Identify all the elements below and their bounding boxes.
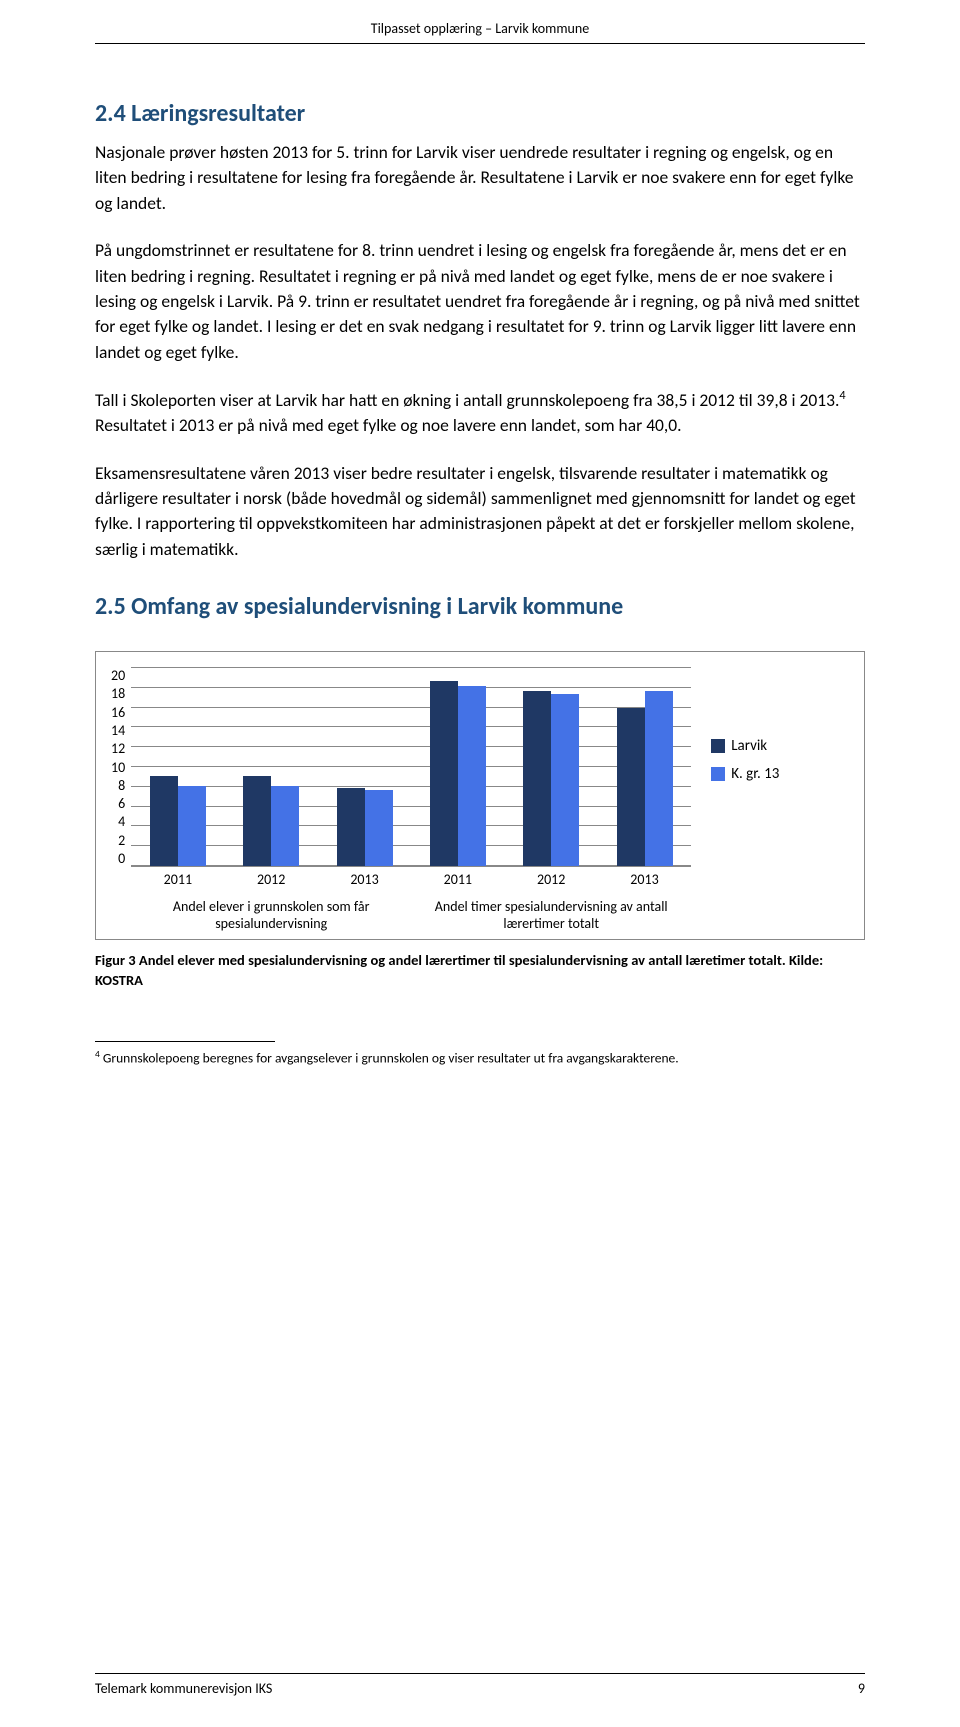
y-axis: 20181614121086420 <box>111 667 131 867</box>
legend-item: K. gr. 13 <box>711 765 779 783</box>
y-tick-label: 0 <box>118 850 125 867</box>
bar-larvik <box>617 708 645 866</box>
x-tick-label: 2013 <box>337 871 393 888</box>
page-footer: Telemark kommunerevisjon IKS 9 <box>95 1673 865 1697</box>
bar-group <box>150 776 206 866</box>
bar-group <box>430 681 486 866</box>
bar-group <box>243 776 299 866</box>
x-tick-label: 2011 <box>430 871 486 888</box>
footnote: 4 Grunnskolepoeng beregnes for avgangsel… <box>95 1048 865 1068</box>
y-tick-label: 4 <box>118 813 125 830</box>
plot-area <box>131 667 691 867</box>
section-2-4-heading: 2.4 Læringsresultater <box>95 99 865 128</box>
category-label: Andel timer spesialundervisning av antal… <box>411 896 691 934</box>
bar-kgr13 <box>271 786 299 866</box>
footnote-separator <box>95 1041 275 1042</box>
bar-larvik <box>430 681 458 866</box>
body-paragraph: Tall i Skoleporten viser at Larvik har h… <box>95 387 865 439</box>
bar-kgr13 <box>365 790 393 866</box>
bar-kgr13 <box>551 694 579 866</box>
legend-label: Larvik <box>731 737 767 755</box>
body-paragraph: På ungdomstrinnet er resultatene for 8. … <box>95 238 865 365</box>
page-number: 9 <box>858 1680 865 1697</box>
body-text: Resultatet i 2013 er på nivå med eget fy… <box>95 414 682 436</box>
body-paragraph: Nasjonale prøver høsten 2013 for 5. trin… <box>95 140 865 216</box>
y-tick-label: 18 <box>111 685 125 702</box>
body-text: Tall i Skoleporten viser at Larvik har h… <box>95 389 839 411</box>
x-tick-label: 2013 <box>617 871 673 888</box>
bar-group <box>523 691 579 866</box>
legend-label: K. gr. 13 <box>731 765 779 783</box>
bar-larvik <box>243 776 271 866</box>
legend-item: Larvik <box>711 737 779 755</box>
x-tick-label: 2012 <box>523 871 579 888</box>
figure-caption: Figur 3 Andel elever med spesialundervis… <box>95 950 865 991</box>
bar-kgr13 <box>645 691 673 866</box>
category-label: Andel elever i grunnskolen som får spesi… <box>131 896 411 934</box>
bar-larvik <box>523 691 551 866</box>
bar-group <box>617 691 673 866</box>
bar-kgr13 <box>178 786 206 866</box>
bar-group <box>337 788 393 866</box>
running-header: Tilpasset opplæring – Larvik kommune <box>95 20 865 44</box>
legend-swatch <box>711 739 725 753</box>
bar-larvik <box>150 776 178 866</box>
footer-left: Telemark kommunerevisjon IKS <box>95 1680 272 1697</box>
footnote-ref: 4 <box>839 388 845 403</box>
legend: Larvik K. gr. 13 <box>711 737 779 793</box>
y-tick-label: 14 <box>111 722 125 739</box>
y-tick-label: 16 <box>111 704 125 721</box>
bar-larvik <box>337 788 365 866</box>
y-tick-label: 20 <box>111 667 125 684</box>
category-labels: Andel elever i grunnskolen som får spesi… <box>131 896 691 934</box>
y-tick-label: 8 <box>118 777 125 794</box>
footnote-text: Grunnskolepoeng beregnes for avgangselev… <box>100 1049 679 1066</box>
bar-kgr13 <box>458 686 486 866</box>
x-tick-label: 2011 <box>150 871 206 888</box>
y-tick-label: 12 <box>111 740 125 757</box>
x-tick-label: 2012 <box>243 871 299 888</box>
legend-swatch <box>711 767 725 781</box>
section-2-5-heading: 2.5 Omfang av spesialundervisning i Larv… <box>95 592 865 621</box>
body-paragraph: Eksamensresultatene våren 2013 viser bed… <box>95 461 865 563</box>
y-tick-label: 2 <box>118 832 125 849</box>
y-tick-label: 10 <box>111 759 125 776</box>
bar-chart: 20181614121086420 2011201220132011201220… <box>95 651 865 940</box>
x-axis: 2011 2012 2013 2011 2012 2013 <box>131 871 691 888</box>
y-tick-label: 6 <box>118 795 125 812</box>
